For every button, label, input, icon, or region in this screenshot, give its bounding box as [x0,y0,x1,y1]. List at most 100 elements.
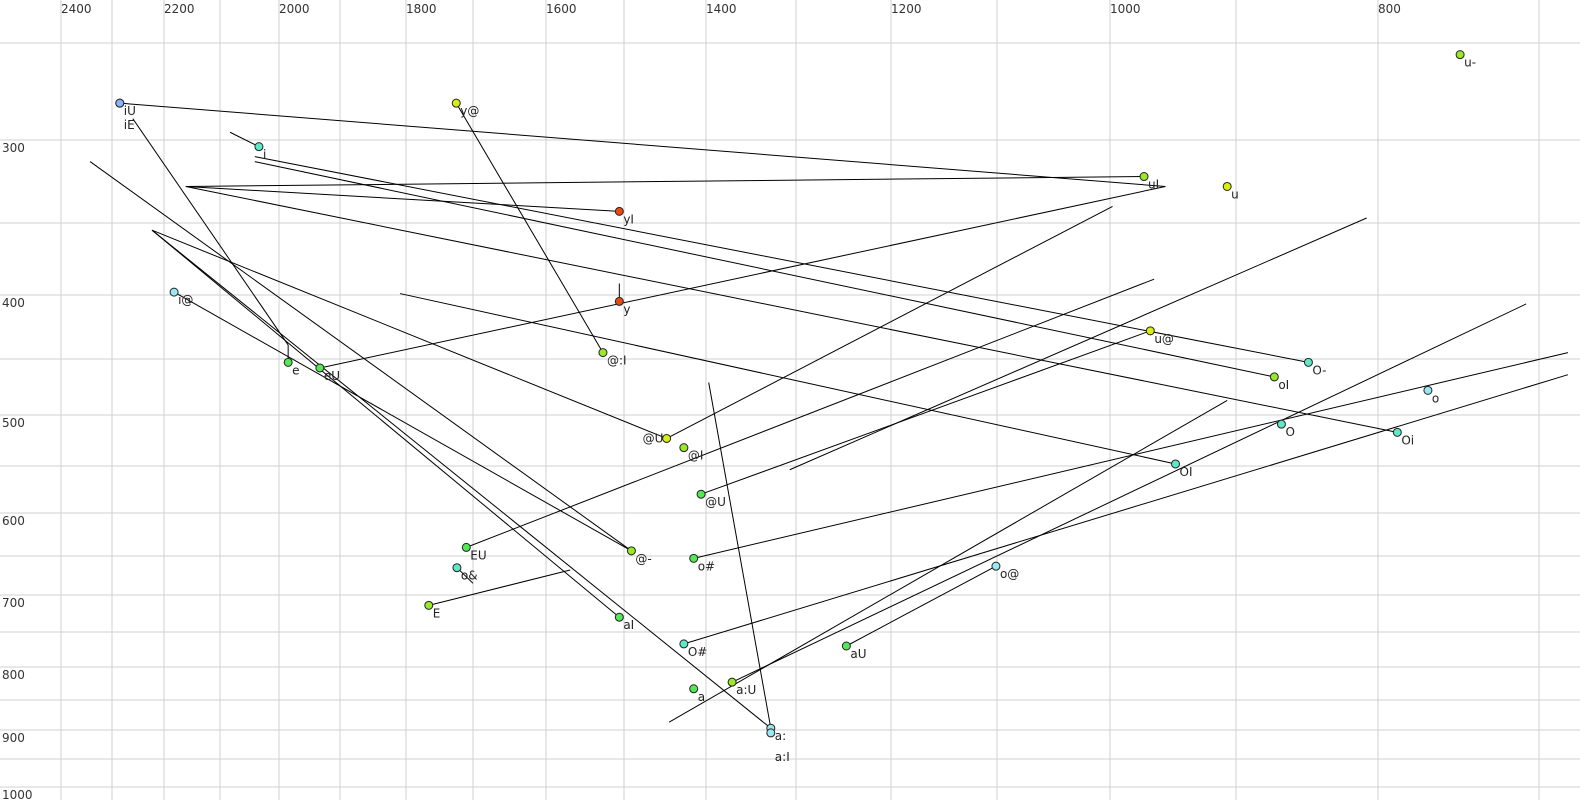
vowel-label: o& [461,569,478,583]
vowel-label: a [698,690,705,704]
x-tick-label: 2400 [61,2,92,16]
trajectory-line [455,102,604,353]
vowel-point[interactable] [766,728,776,738]
vowel-point[interactable] [598,348,608,358]
trajectory-line [428,569,571,606]
y-tick-label: 600 [2,514,25,528]
vowel-label: e [292,363,299,377]
trajectory-line [132,118,289,346]
vowel-label: @:I [607,354,627,368]
trajectory-line [254,156,1309,363]
trajectory-line [151,229,667,439]
vowel-point[interactable] [727,677,737,687]
y-tick-label: 700 [2,596,25,610]
trajectory-line [789,217,1367,471]
vowel-label: E [433,606,441,620]
vowel-point[interactable] [689,553,699,563]
trajectory-line [466,278,1155,548]
trajectory-line [119,102,1166,187]
trajectory-line [254,161,1275,378]
vowel-point[interactable] [254,142,264,152]
vowel-point[interactable] [679,639,689,649]
vowel-label: a:I [775,750,790,764]
vowel-point[interactable] [614,296,624,306]
vowel-point[interactable] [424,600,434,610]
x-tick-label: 1400 [706,2,737,16]
vowel-point[interactable] [169,287,179,297]
vowel-point[interactable] [283,357,293,367]
vowel-point[interactable] [841,641,851,651]
y-tick-label: 500 [2,416,25,430]
vowel-point[interactable] [115,98,125,108]
vowel-point[interactable] [614,206,624,216]
y-tick-label: 1000 [2,788,33,800]
x-tick-label: 800 [1378,2,1401,16]
vowel-point[interactable] [315,363,325,373]
vowel-point[interactable] [696,489,706,499]
vowel-point[interactable] [614,612,624,622]
vowel-label: EU [470,548,486,562]
trajectory-line [319,185,1166,369]
vowel-point[interactable] [1276,419,1286,429]
vowel-label: u@ [1154,332,1174,346]
vowel-point[interactable] [1145,326,1155,336]
vowel-point[interactable] [1423,385,1433,395]
vowel-label: o# [698,559,715,573]
y-tick-label: 900 [2,731,25,745]
vowel-point[interactable] [991,561,1001,571]
y-tick-label: 300 [2,141,25,155]
vowel-label: y [623,302,630,316]
vowel-label: a:U [736,683,756,697]
vowel-label: O# [688,645,708,659]
trajectory-line [666,205,1113,439]
trajectory-line [185,185,620,212]
vowel-label: o@ [1000,567,1019,581]
vowel-label: o [1432,391,1439,405]
vowel-label: uI [1148,178,1159,192]
vowel-point[interactable] [689,684,699,694]
vowel-point[interactable] [451,98,461,108]
trajectory-line [89,161,632,552]
vowel-label: Oi [1401,433,1414,447]
vowel-point[interactable] [1303,357,1313,367]
vowel-label: y@ [460,104,479,118]
vowel-point[interactable] [1171,459,1181,469]
vowel-point[interactable] [626,546,636,556]
vowel-point[interactable] [662,433,672,443]
vowel-label: O [1285,425,1294,439]
vowel-label: a: [775,729,786,743]
vowel-point[interactable] [452,563,462,573]
vowel-label: iU [124,104,136,118]
vowel-label: yI [623,212,634,226]
y-tick-label: 400 [2,296,25,310]
vowel-point[interactable] [1269,372,1279,382]
trajectory-line [185,185,1398,433]
vowel-label: u [1231,187,1239,201]
vowel-label: @U [705,495,726,509]
y-tick-label: 800 [2,668,25,682]
vowel-point[interactable] [1222,181,1232,191]
vowel-label: i@ [178,293,193,307]
x-tick-label: 2000 [279,2,310,16]
vowel-label: OI [1180,465,1193,479]
trajectory-line [708,382,772,729]
vowel-point[interactable] [1139,172,1149,182]
x-tick-label: 1800 [406,2,437,16]
vowel-label: i [263,148,266,162]
vowel-point[interactable] [461,542,471,552]
x-tick-label: 1600 [546,2,577,16]
vowel-point[interactable] [679,443,689,453]
trajectory-line [173,291,632,552]
x-tick-label: 1200 [891,2,922,16]
trajectory-line [700,330,1151,495]
vowel-label: iE [124,118,135,132]
vowel-point[interactable] [1455,50,1465,60]
trajectory-line [185,176,1145,187]
trajectories [89,102,1569,729]
vowel-label: oI [1278,378,1289,392]
vowel-point[interactable] [1392,427,1402,437]
trajectory-line [683,374,1569,645]
